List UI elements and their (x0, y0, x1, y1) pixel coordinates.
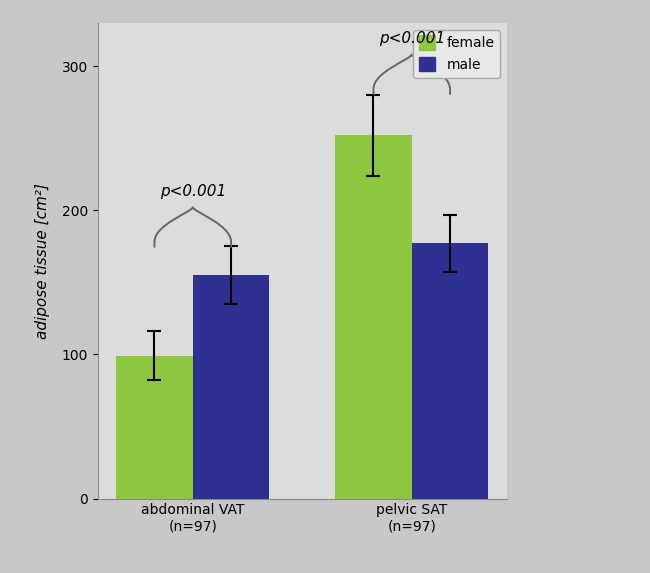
Text: p<0.001: p<0.001 (378, 31, 445, 46)
Bar (193, 275, 269, 499)
Legend: female, male: female, male (413, 30, 500, 77)
Bar (116, 356, 193, 499)
Y-axis label: adipose tissue [cm²]: adipose tissue [cm²] (35, 183, 50, 339)
Bar (335, 135, 411, 499)
Bar (411, 244, 488, 499)
Text: p<0.001: p<0.001 (160, 184, 226, 199)
